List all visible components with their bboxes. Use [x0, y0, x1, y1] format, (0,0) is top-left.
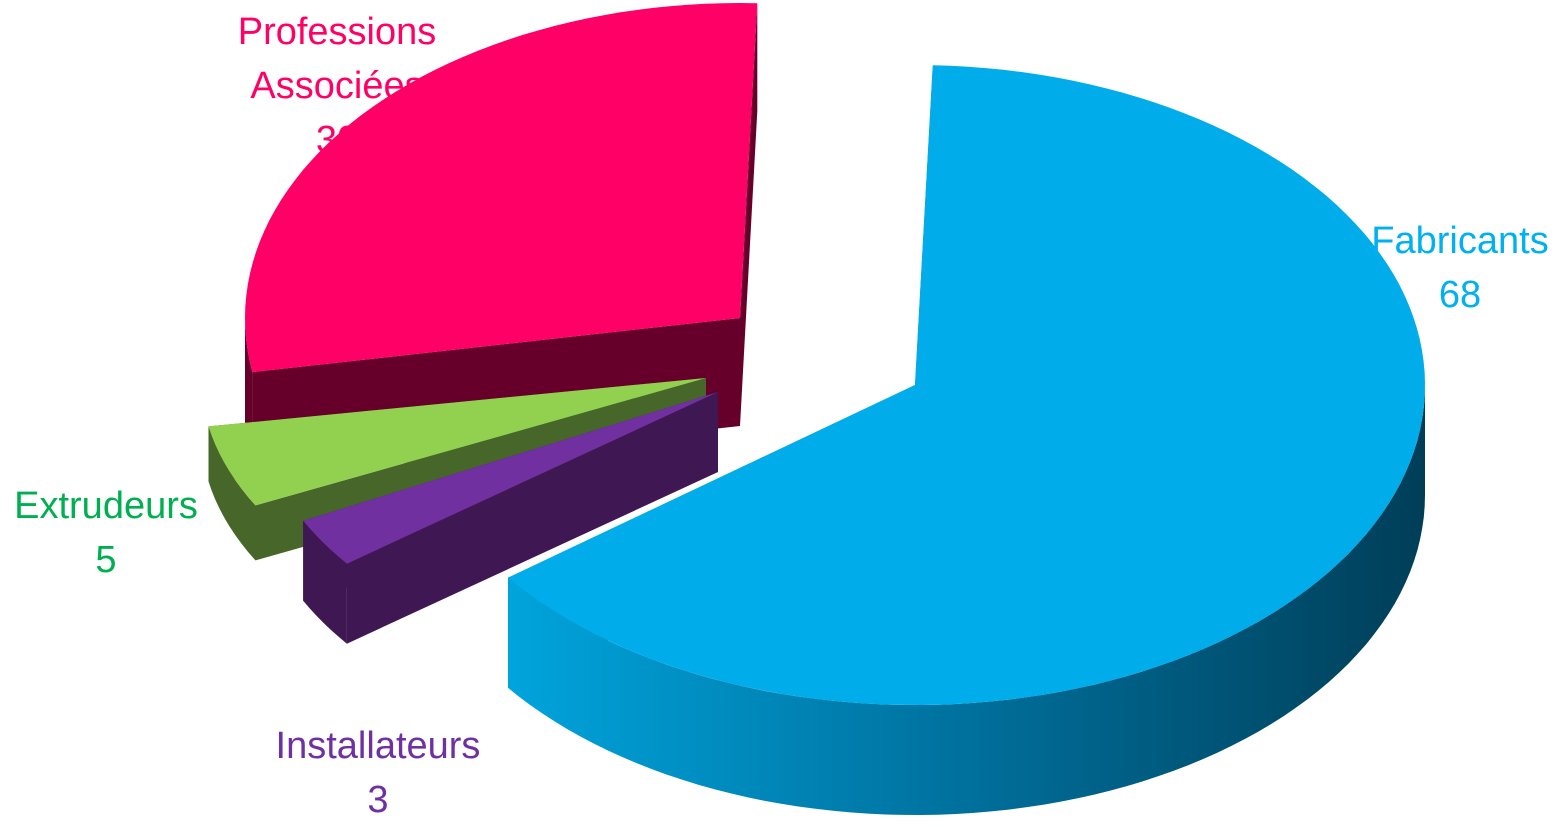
slice-label-name: Extrudeurs: [14, 485, 198, 527]
slice-label-value: 5: [95, 539, 117, 581]
slice-label-extrudeurs: Extrudeurs 5: [6, 479, 206, 587]
slice-outer-side: [208, 426, 256, 561]
slice-label-name: Professions Associées: [237, 11, 437, 107]
slice-label-value: 68: [1438, 274, 1482, 316]
slice-label-value: 30: [315, 119, 359, 161]
slice-wall: [740, 3, 758, 426]
slice-label-value: 3: [367, 779, 389, 821]
pie-slice-installateurs: [303, 392, 718, 644]
slice-outer-side: [303, 520, 347, 644]
pie-slice-fabricants: [508, 65, 1425, 815]
slice-top: [245, 3, 758, 373]
slice-label-name: Installateurs: [275, 725, 481, 767]
slice-top: [303, 392, 718, 564]
slice-label-name: Fabricants: [1371, 220, 1549, 262]
slice-label-fabricants: Fabricants 68: [1360, 214, 1560, 322]
slice-top: [508, 65, 1425, 705]
slice-wall: [303, 392, 718, 601]
slice-outer-side: [508, 385, 1425, 815]
slice-top: [208, 378, 706, 506]
slice-label-professions-associees: Professions Associées 30: [232, 5, 442, 167]
slice-label-installateurs: Installateurs 3: [258, 719, 498, 827]
